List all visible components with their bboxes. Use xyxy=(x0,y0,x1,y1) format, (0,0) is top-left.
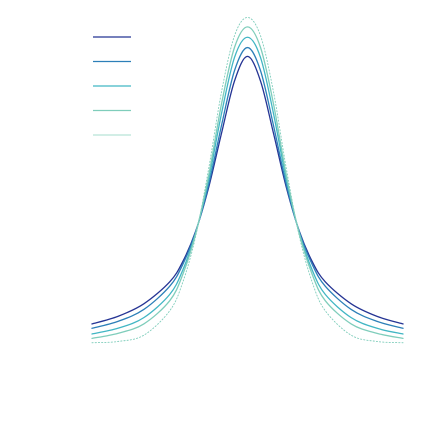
plot-area xyxy=(91,16,404,344)
legend xyxy=(93,36,131,136)
series-line-2 xyxy=(91,46,404,329)
series-line-4 xyxy=(91,26,404,339)
series-line-1 xyxy=(91,55,404,325)
series-line-3 xyxy=(91,36,404,335)
